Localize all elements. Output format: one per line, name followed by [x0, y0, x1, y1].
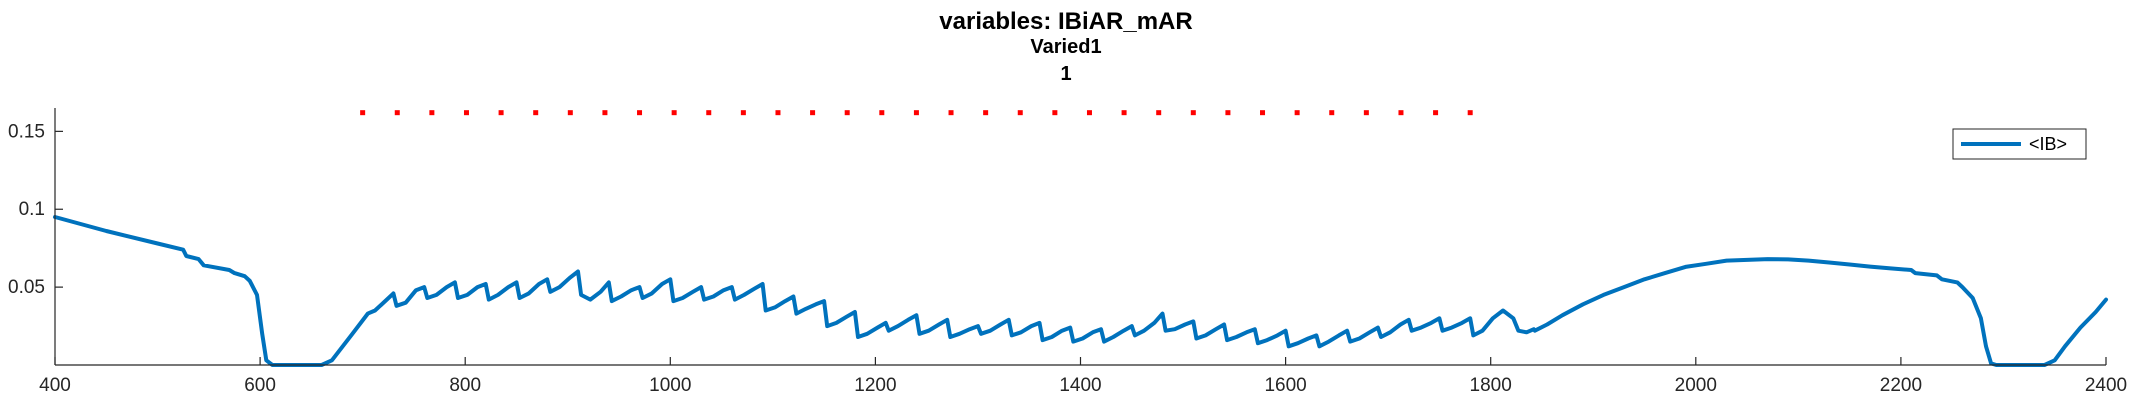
red-dot-marker [567, 110, 573, 116]
y-tick-label: 0.15 [8, 121, 45, 142]
red-dot-marker [1294, 110, 1300, 116]
red-dot-marker [1433, 110, 1439, 116]
red-dot-marker [1052, 110, 1058, 116]
red-dot-marker [879, 110, 885, 116]
red-dot-marker [948, 110, 954, 116]
plot-area: 400 600 800 1000 1200 1400 1600 1800 2000 2200 240… [8, 108, 2127, 396]
red-dot-marker [1121, 110, 1127, 116]
red-dot-marker [1467, 110, 1473, 116]
legend: <IB> [1952, 128, 2087, 160]
series-layer [53, 110, 2108, 367]
red-dot-marker [1363, 110, 1369, 116]
red-dot-marker [1156, 110, 1162, 116]
red-dot-marker [602, 110, 608, 116]
series-line-0 [53, 215, 2108, 367]
y-tick-label: 0.1 [19, 199, 45, 220]
chart-subtitle-line-2: 1 [1060, 63, 1071, 85]
red-dot-marker [983, 110, 989, 116]
red-dot-marker [1086, 110, 1092, 116]
x-tick-label: 2200 [1880, 375, 1922, 396]
chart-title: variables: IBiAR_mAR [939, 8, 1192, 35]
red-dot-marker [1190, 110, 1196, 116]
red-dot-marker [1260, 110, 1266, 116]
red-dot-marker [775, 110, 781, 116]
red-dot-marker [394, 110, 400, 116]
x-tick-label: 1200 [854, 375, 896, 396]
red-dot-marker [740, 110, 746, 116]
red-dot-marker [429, 110, 435, 116]
red-dot-marker [360, 110, 366, 116]
red-dot-marker [1329, 110, 1335, 116]
red-dot-marker [498, 110, 504, 116]
chart-subtitle-line-1: Varied1 [1030, 36, 1101, 58]
x-tick-label: 1000 [649, 375, 691, 396]
red-dot-marker [913, 110, 919, 116]
x-tick-label: 1600 [1264, 375, 1306, 396]
y-tick-label: 0.05 [8, 277, 45, 298]
x-tick-label: 2400 [2085, 375, 2127, 396]
legend-label-ib: <IB> [2029, 134, 2067, 154]
x-tick-label: 1800 [1470, 375, 1512, 396]
x-tick-label: 2000 [1675, 375, 1717, 396]
red-dot-marker [1017, 110, 1023, 116]
red-dot-marker [533, 110, 539, 116]
x-tick-label: 800 [449, 375, 481, 396]
red-dot-marker [463, 110, 469, 116]
red-dot-marker [671, 110, 677, 116]
x-axis-ticks: 400 600 800 1000 1200 1400 1600 1800 2000 2200 240… [39, 357, 2127, 396]
red-dot-marker [810, 110, 816, 116]
red-dot-marker [1225, 110, 1231, 116]
x-tick-label: 400 [39, 375, 71, 396]
red-dot-marker [844, 110, 850, 116]
x-tick-label: 1400 [1059, 375, 1101, 396]
x-tick-label: 600 [244, 375, 276, 396]
red-dot-marker [637, 110, 643, 116]
red-dot-marker [1398, 110, 1404, 116]
y-axis-ticks: 0.05 0.1 0.15 [8, 121, 63, 298]
red-dot-marker [706, 110, 712, 116]
